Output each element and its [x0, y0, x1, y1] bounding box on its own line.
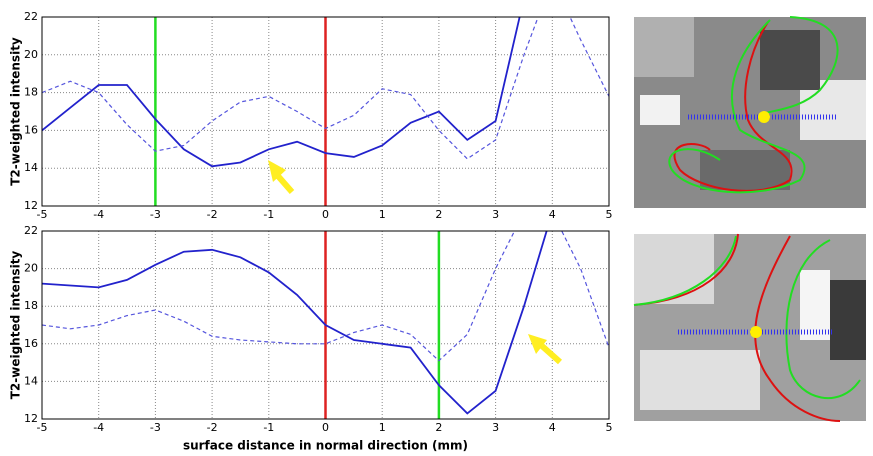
x-tick-label: 0	[322, 421, 329, 434]
x-tick-label: -2	[207, 421, 218, 434]
x-tick-label: 2	[435, 208, 442, 221]
y-tick-label: 14	[24, 374, 38, 387]
mri-top	[634, 17, 866, 208]
y-axis-label: T2-weighted intensity	[9, 251, 23, 400]
x-tick-label: 3	[492, 208, 499, 221]
x-tick-label: 1	[379, 208, 386, 221]
x-tick-label: 3	[492, 421, 499, 434]
x-tick-label: 4	[549, 208, 556, 221]
plot-area	[42, 212, 609, 419]
arrow	[542, 346, 560, 362]
data-line	[42, 0, 524, 166]
y-tick-label: 22	[24, 224, 38, 237]
x-tick-label: -5	[37, 421, 48, 434]
x-tick-label: -4	[93, 421, 104, 434]
x-tick-label: 1	[379, 421, 386, 434]
y-tick-label: 16	[24, 337, 38, 350]
y-tick-label: 14	[24, 161, 38, 174]
y-axis-label: T2-weighted intensity	[9, 37, 23, 186]
arrow	[278, 176, 292, 192]
x-tick-label: 5	[606, 421, 613, 434]
y-tick-label: 20	[24, 48, 38, 61]
x-tick-label: -1	[263, 208, 274, 221]
x-tick-label: -4	[93, 208, 104, 221]
figure: 121416182022-5-4-3-2-1012345T2-weighted …	[0, 0, 873, 456]
y-tick-label: 16	[24, 123, 38, 136]
x-tick-label: -1	[263, 421, 274, 434]
x-tick-label: -3	[150, 208, 161, 221]
data-line	[42, 212, 552, 413]
x-tick-label: 2	[435, 421, 442, 434]
mri-bottom	[634, 234, 866, 421]
x-tick-label: -5	[37, 208, 48, 221]
y-tick-label: 18	[24, 299, 38, 312]
y-tick-label: 20	[24, 262, 38, 275]
y-tick-label: 22	[24, 10, 38, 23]
x-tick-label: -3	[150, 421, 161, 434]
x-axis-label: surface distance in normal direction (mm…	[183, 439, 468, 453]
x-tick-label: -2	[207, 208, 218, 221]
x-tick-label: 4	[549, 421, 556, 434]
y-tick-label: 18	[24, 86, 38, 99]
x-tick-label: 5	[606, 208, 613, 221]
x-tick-label: 0	[322, 208, 329, 221]
plot-area	[42, 0, 609, 206]
